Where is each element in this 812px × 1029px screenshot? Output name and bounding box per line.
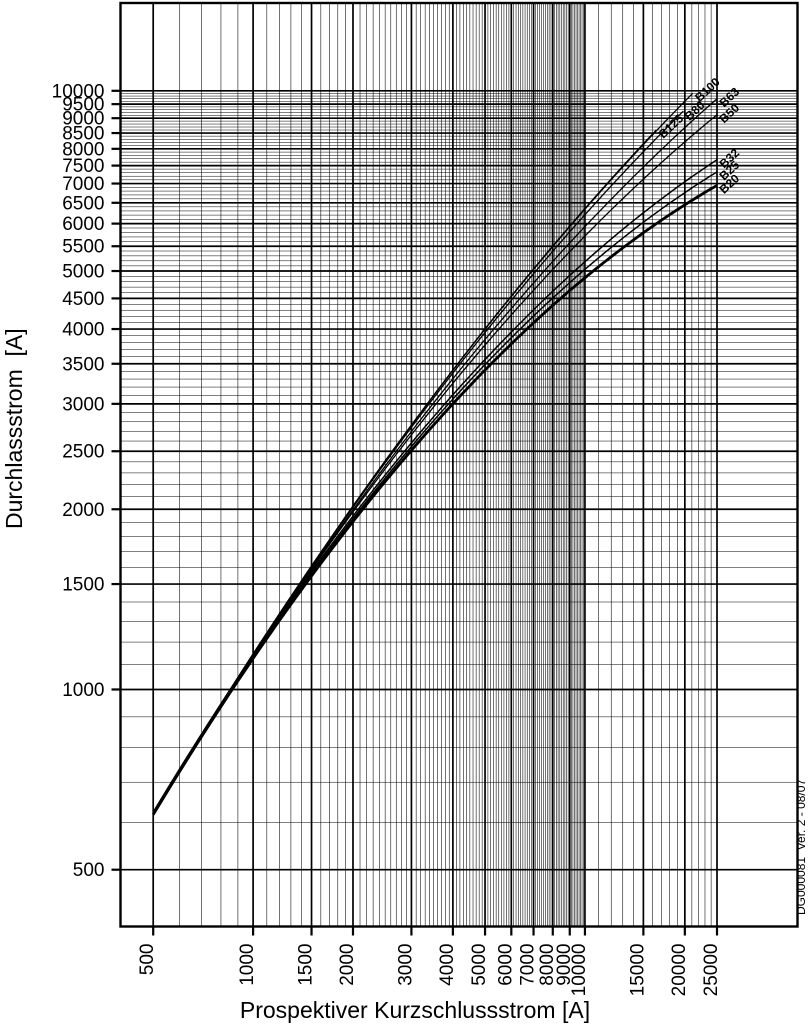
svg-text:4500: 4500: [62, 289, 104, 310]
svg-text:15000: 15000: [627, 944, 648, 997]
svg-text:3500: 3500: [62, 354, 104, 375]
svg-text:10000: 10000: [52, 81, 105, 102]
svg-text:DG000081 Ver. 2 - 08/07: DG000081 Ver. 2 - 08/07: [794, 779, 808, 915]
svg-text:1000: 1000: [62, 680, 104, 701]
svg-text:7000: 7000: [518, 944, 539, 986]
svg-text:500: 500: [73, 860, 105, 881]
svg-text:20000: 20000: [669, 944, 690, 997]
svg-text:Prospektiver Kurzschlussstrom: Prospektiver Kurzschlussstrom [A]: [240, 997, 590, 1023]
svg-text:1000: 1000: [237, 944, 258, 986]
svg-text:2000: 2000: [337, 944, 358, 986]
svg-text:1500: 1500: [62, 575, 104, 596]
svg-text:4000: 4000: [62, 320, 104, 341]
svg-text:5000: 5000: [62, 262, 104, 283]
svg-text:4000: 4000: [437, 944, 458, 986]
svg-text:6000: 6000: [62, 214, 104, 235]
svg-text:1500: 1500: [296, 944, 317, 986]
svg-text:10000: 10000: [569, 944, 590, 997]
svg-text:2500: 2500: [62, 442, 104, 463]
svg-text:2000: 2000: [62, 500, 104, 521]
svg-text:Durchlassstrom [A]: Durchlassstrom [A]: [1, 328, 27, 529]
svg-text:500: 500: [137, 944, 158, 976]
svg-text:3000: 3000: [62, 394, 104, 415]
svg-text:7000: 7000: [62, 174, 104, 195]
svg-text:6000: 6000: [495, 944, 516, 986]
svg-text:6500: 6500: [62, 193, 104, 214]
svg-text:25000: 25000: [701, 944, 722, 997]
svg-text:5500: 5500: [62, 237, 104, 258]
svg-text:3000: 3000: [395, 944, 416, 986]
svg-text:5000: 5000: [469, 944, 490, 986]
